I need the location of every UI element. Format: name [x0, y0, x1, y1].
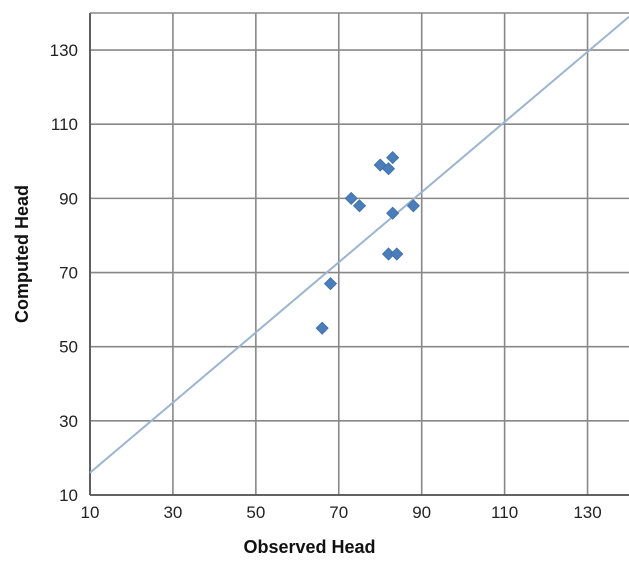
data-point — [386, 206, 400, 220]
y-tick-label: 10 — [59, 486, 78, 505]
data-point — [315, 321, 329, 335]
grid — [89, 12, 629, 496]
data-point — [381, 162, 396, 176]
data-point — [406, 199, 420, 213]
y-tick-label: 30 — [59, 412, 78, 431]
x-tick-label: 30 — [163, 503, 182, 522]
y-tick-label: 110 — [51, 115, 78, 134]
tick-labels: 10 30 50 70 90 110 130 10 30 50 70 90 110 130 — [50, 41, 602, 522]
x-tick-label: 130 — [573, 503, 601, 522]
reference-line-layer — [89, 15, 629, 474]
x-tick-label: 70 — [329, 503, 348, 522]
y-axis-title: Computed Head — [12, 185, 32, 323]
data-point — [344, 191, 358, 205]
data-points — [315, 151, 420, 335]
y-tick-label: 50 — [59, 338, 78, 357]
x-tick-label: 110 — [491, 503, 518, 522]
data-point — [323, 277, 338, 291]
y-tick-label: 70 — [59, 264, 78, 283]
reference-line — [89, 15, 629, 474]
x-tick-label: 10 — [81, 503, 100, 522]
x-tick-label: 90 — [412, 503, 431, 522]
y-tick-label: 90 — [59, 189, 78, 208]
y-tick-label: 130 — [50, 41, 78, 60]
data-point — [390, 247, 404, 261]
x-tick-label: 50 — [246, 503, 265, 522]
data-point — [352, 199, 367, 213]
data-point — [386, 151, 400, 165]
x-axis-title: Observed Head — [243, 537, 375, 557]
